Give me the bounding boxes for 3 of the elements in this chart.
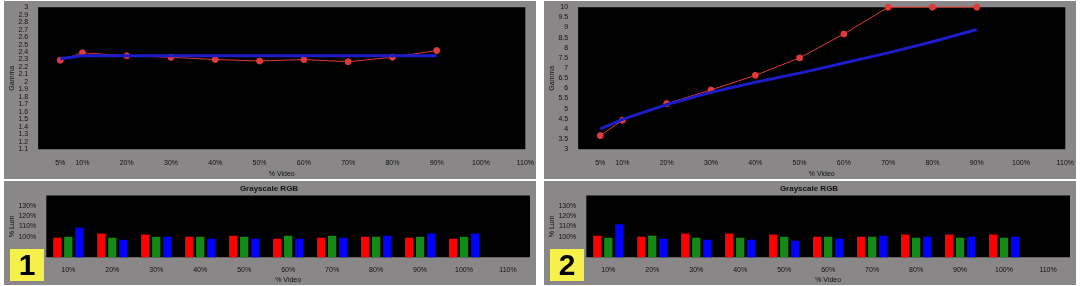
chart-title: Grayscale RGB (239, 184, 299, 193)
text: 1 (10, 248, 44, 281)
chart-title: Grayscale RGB (779, 184, 839, 193)
